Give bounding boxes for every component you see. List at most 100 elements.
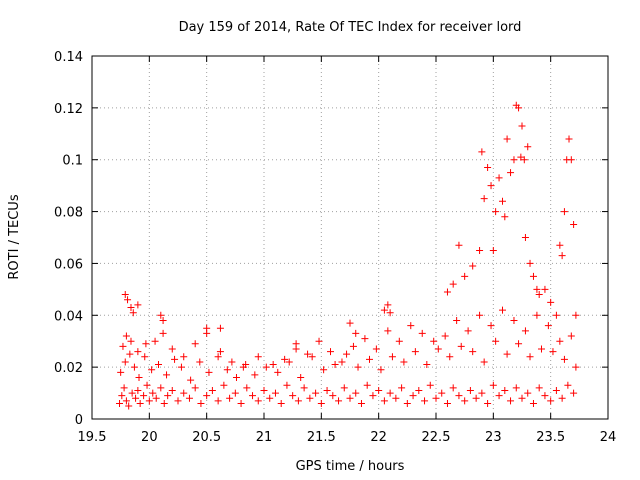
data-point: [134, 386, 142, 394]
x-tick-label: 20: [141, 430, 158, 445]
x-tick-label: 23.5: [536, 430, 565, 445]
data-point: [254, 353, 262, 361]
data-point: [191, 384, 199, 392]
data-point: [155, 361, 163, 369]
data-point: [570, 389, 578, 397]
data-point: [122, 332, 130, 340]
data-point: [315, 337, 323, 345]
data-point: [560, 208, 568, 216]
data-point: [163, 371, 171, 379]
data-point: [386, 389, 394, 397]
x-tick-labels: 19.5 20 20.5 21 21.5 22 22.5 23 23.5 24: [78, 430, 617, 445]
data-point: [134, 348, 142, 356]
data-point: [466, 386, 474, 394]
data-point: [472, 394, 480, 402]
data-point: [457, 342, 465, 350]
data-point: [558, 394, 566, 402]
data-point: [572, 311, 580, 319]
data-point: [547, 397, 555, 405]
data-point: [306, 394, 314, 402]
data-point: [507, 169, 515, 177]
data-point: [142, 340, 150, 348]
chart-title: Day 159 of 2014, Rate Of TEC Index for r…: [179, 20, 522, 35]
data-point: [489, 381, 497, 389]
x-tick-label: 19.5: [78, 430, 107, 445]
data-point: [354, 363, 362, 371]
data-point: [152, 394, 160, 402]
data-point: [281, 355, 289, 363]
data-point: [168, 345, 176, 353]
data-point: [180, 353, 188, 361]
data-point: [249, 392, 257, 400]
data-point: [140, 392, 148, 400]
data-point: [461, 272, 469, 280]
data-point: [285, 358, 293, 366]
data-point: [418, 329, 426, 337]
data-point: [478, 389, 486, 397]
data-point: [556, 337, 564, 345]
axis-ticks: [91, 55, 609, 420]
data-point: [529, 272, 537, 280]
data-point: [327, 348, 335, 356]
data-point: [329, 392, 337, 400]
y-tick-label: 0.1: [62, 154, 83, 169]
data-point: [411, 348, 419, 356]
data-point: [455, 392, 463, 400]
data-point: [132, 394, 140, 402]
data-point: [518, 394, 526, 402]
data-point: [130, 363, 138, 371]
data-point: [121, 291, 129, 299]
data-point: [304, 350, 312, 358]
x-tick-label: 21: [256, 430, 273, 445]
grid-lines: [92, 56, 608, 419]
data-point: [512, 384, 520, 392]
data-point: [501, 213, 509, 221]
data-point: [518, 122, 526, 130]
x-tick-label: 23: [485, 430, 502, 445]
data-point: [294, 397, 302, 405]
y-tick-label: 0: [75, 413, 83, 428]
data-point: [148, 366, 156, 374]
data-point: [129, 309, 137, 317]
data-point: [205, 368, 213, 376]
data-point: [476, 311, 484, 319]
data-point: [352, 329, 360, 337]
data-point: [127, 304, 135, 312]
data-point: [191, 340, 199, 348]
data-point: [289, 392, 297, 400]
data-point: [343, 350, 351, 358]
data-point: [484, 399, 492, 407]
y-tick-label: 0.04: [54, 309, 83, 324]
data-point: [572, 363, 580, 371]
plot-frame: [91, 55, 609, 420]
data-point: [216, 324, 224, 332]
data-point: [151, 337, 159, 345]
data-point: [529, 399, 537, 407]
data-point: [552, 311, 560, 319]
data-point: [510, 156, 518, 164]
data-point: [171, 355, 179, 363]
data-point: [346, 394, 354, 402]
data-point: [469, 262, 477, 270]
data-point: [121, 358, 129, 366]
data-point: [323, 386, 331, 394]
data-point: [524, 389, 532, 397]
data-point: [495, 392, 503, 400]
y-tick-labels: 0 0.02 0.04 0.06 0.08 0.1 0.12 0.14: [54, 50, 83, 428]
data-point: [380, 397, 388, 405]
data-point: [216, 348, 224, 356]
data-point: [119, 342, 127, 350]
y-axis-title: ROTI / TECUs: [7, 194, 22, 279]
data-point: [461, 397, 469, 405]
data-point: [515, 340, 523, 348]
data-point: [388, 353, 396, 361]
data-point: [469, 348, 477, 356]
data-point: [533, 311, 541, 319]
data-point: [487, 182, 495, 190]
data-point: [232, 374, 240, 382]
data-point: [524, 143, 532, 151]
data-point: [380, 306, 388, 314]
data-point: [149, 389, 157, 397]
data-point: [421, 397, 429, 405]
data-point: [168, 386, 176, 394]
